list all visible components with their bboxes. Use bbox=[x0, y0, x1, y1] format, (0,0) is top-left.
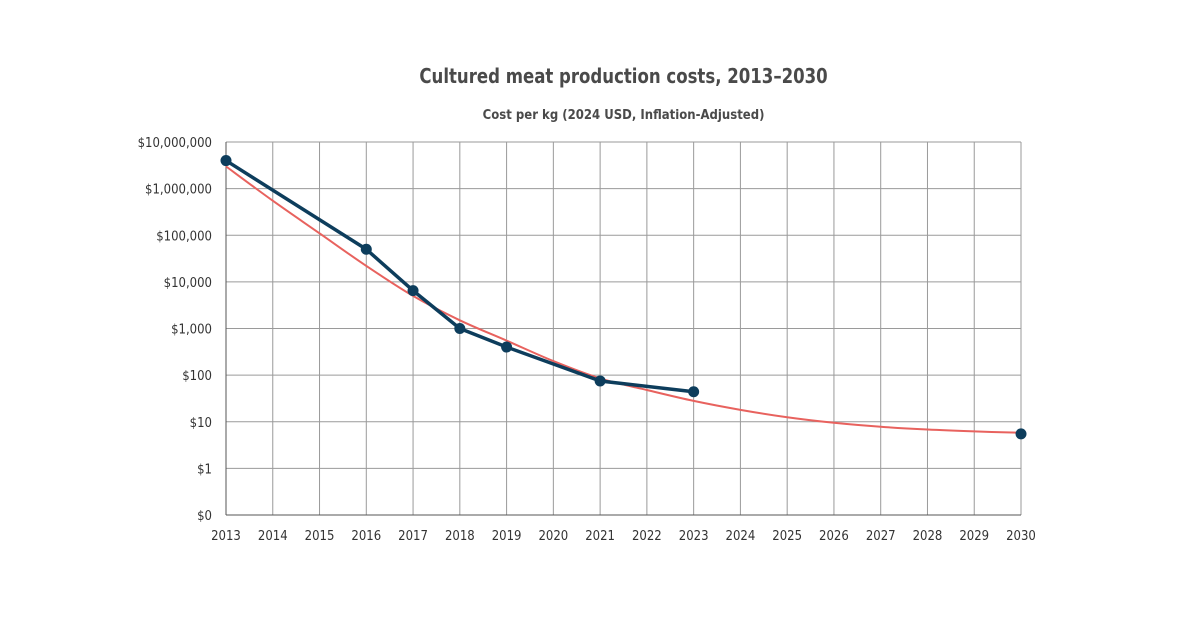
y-tick-label: $10,000 bbox=[164, 276, 212, 291]
x-tick-label: 2029 bbox=[959, 529, 989, 544]
data-point bbox=[454, 323, 466, 334]
x-tick-label: 2015 bbox=[305, 529, 335, 544]
y-tick-label: $1,000 bbox=[171, 323, 212, 338]
x-tick-label: 2023 bbox=[679, 529, 709, 544]
x-tick-label: 2013 bbox=[211, 529, 241, 544]
data-point bbox=[594, 375, 606, 387]
x-tick-label: 2026 bbox=[819, 529, 849, 544]
x-tick-label: 2027 bbox=[866, 529, 896, 544]
y-tick-label: $1,000,000 bbox=[145, 183, 212, 198]
x-tick-label: 2025 bbox=[772, 529, 802, 544]
chart-title: Cultured meat production costs, 2013–203… bbox=[419, 64, 828, 88]
x-tick-label: 2014 bbox=[258, 529, 288, 544]
y-tick-label: $100,000 bbox=[156, 229, 212, 244]
x-tick-label: 2017 bbox=[398, 529, 428, 544]
data-point bbox=[360, 243, 372, 255]
x-tick-label: 2018 bbox=[445, 529, 475, 544]
data-point bbox=[688, 386, 700, 398]
y-tick-label: $10 bbox=[190, 416, 212, 431]
data-point bbox=[1015, 428, 1027, 440]
trend-curve bbox=[225, 165, 1022, 434]
y-tick-label: $0 bbox=[197, 509, 212, 524]
y-tick-label: $1 bbox=[197, 462, 212, 477]
y-tick-label: $10,000,000 bbox=[138, 136, 212, 151]
x-tick-label: 2028 bbox=[913, 529, 943, 544]
x-tick-label: 2024 bbox=[726, 529, 756, 544]
data-point bbox=[407, 285, 419, 297]
x-tick-label: 2019 bbox=[492, 529, 522, 544]
x-tick-label: 2020 bbox=[538, 529, 568, 544]
data-point bbox=[501, 341, 513, 353]
x-tick-label: 2021 bbox=[585, 529, 615, 544]
y-tick-label: $100 bbox=[182, 369, 212, 384]
x-tick-label: 2022 bbox=[632, 529, 662, 544]
data-point bbox=[220, 155, 232, 167]
x-tick-label: 2016 bbox=[351, 529, 381, 544]
x-tick-label: 2030 bbox=[1006, 529, 1036, 544]
chart-subtitle: Cost per kg (2024 USD, Inflation-Adjuste… bbox=[482, 108, 765, 123]
